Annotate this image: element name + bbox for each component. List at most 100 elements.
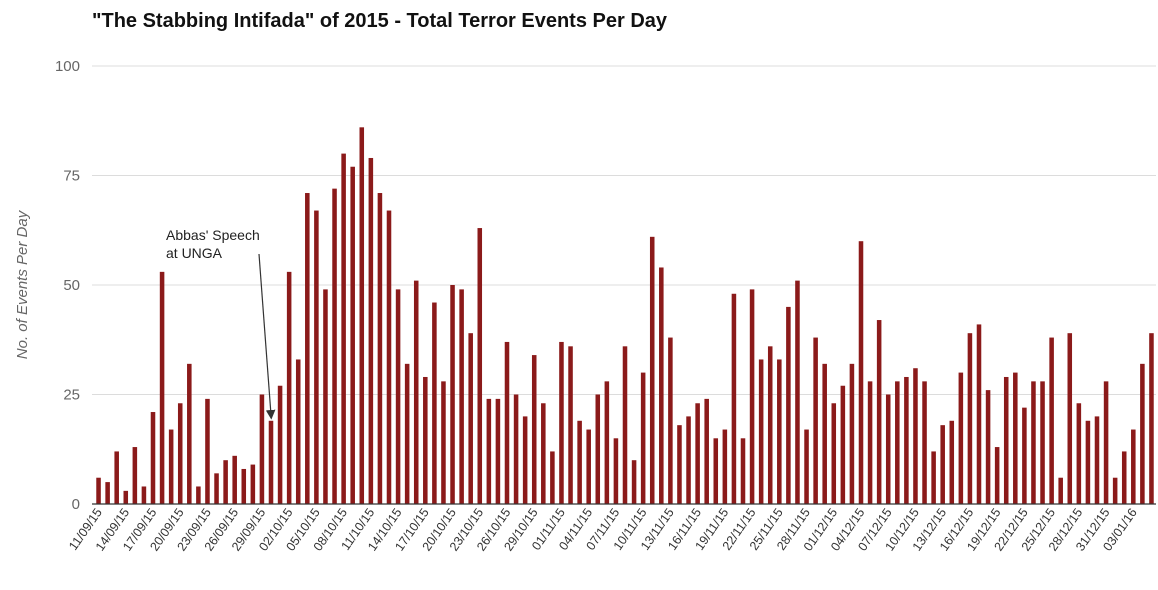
bar bbox=[649, 236, 655, 504]
bar bbox=[468, 333, 473, 504]
bar bbox=[586, 429, 591, 504]
bar bbox=[613, 438, 619, 504]
bar bbox=[459, 289, 464, 504]
chart-title: "The Stabbing Intifada" of 2015 - Total … bbox=[92, 10, 668, 32]
bar bbox=[332, 188, 337, 504]
annotation-text-line-1: Abbas' Speech bbox=[166, 227, 260, 243]
y-tick-label: 100 bbox=[55, 58, 80, 75]
bar bbox=[758, 359, 764, 504]
bar bbox=[1040, 381, 1045, 504]
bar bbox=[196, 486, 201, 504]
bar bbox=[268, 420, 274, 504]
bar bbox=[295, 359, 301, 504]
bar bbox=[595, 394, 601, 504]
bar bbox=[386, 210, 392, 505]
y-tick-label: 50 bbox=[63, 277, 80, 294]
bar bbox=[940, 425, 945, 504]
bar bbox=[922, 381, 927, 504]
bar bbox=[822, 363, 827, 504]
annotation-arrow bbox=[258, 253, 276, 420]
bar bbox=[985, 390, 991, 504]
bar bbox=[177, 403, 183, 504]
bar bbox=[622, 346, 628, 504]
bar bbox=[432, 302, 437, 504]
bar bbox=[1149, 333, 1154, 504]
bar bbox=[994, 447, 1000, 504]
y-axis-label: No. of Events Per Day bbox=[14, 209, 31, 359]
bar bbox=[450, 285, 455, 504]
bar bbox=[876, 320, 882, 504]
bar bbox=[441, 381, 446, 504]
bar bbox=[949, 420, 955, 504]
bar bbox=[686, 416, 691, 504]
bar bbox=[141, 486, 147, 504]
bar bbox=[767, 346, 773, 504]
bar bbox=[277, 385, 283, 504]
bar bbox=[1022, 407, 1027, 504]
bar bbox=[105, 482, 110, 504]
bar bbox=[223, 460, 228, 504]
bar bbox=[885, 394, 891, 504]
bar bbox=[1067, 333, 1073, 504]
bar bbox=[1058, 477, 1063, 504]
bar bbox=[531, 355, 537, 504]
annotation-text-line-2: at UNGA bbox=[166, 245, 223, 261]
bar bbox=[495, 398, 501, 504]
bar bbox=[550, 451, 555, 504]
bar bbox=[486, 398, 492, 504]
bar bbox=[232, 455, 237, 504]
bars bbox=[96, 127, 1154, 505]
bar bbox=[777, 359, 782, 504]
bar bbox=[704, 398, 709, 504]
bar bbox=[895, 381, 900, 504]
bar bbox=[214, 473, 219, 504]
bar bbox=[858, 241, 864, 504]
bar bbox=[395, 289, 401, 504]
bar bbox=[677, 425, 682, 504]
bar bbox=[749, 289, 755, 504]
bar bbox=[168, 429, 174, 504]
bar bbox=[423, 376, 428, 504]
bar bbox=[286, 271, 292, 504]
bar bbox=[559, 341, 564, 504]
bar bbox=[368, 157, 374, 505]
bar bbox=[323, 289, 328, 504]
bar bbox=[804, 429, 809, 504]
bar bbox=[250, 464, 256, 504]
bar bbox=[1112, 477, 1118, 504]
bar bbox=[123, 490, 129, 504]
bar bbox=[1121, 451, 1127, 504]
bar bbox=[477, 228, 483, 504]
bar bbox=[187, 363, 192, 504]
bar bbox=[1049, 337, 1054, 504]
bar bbox=[913, 368, 918, 504]
bar bbox=[640, 372, 646, 504]
bar bbox=[695, 403, 700, 504]
annotation: Abbas' Speech at UNGA bbox=[166, 227, 276, 420]
x-axis-ticks: 11/09/1514/09/1517/09/1520/09/1523/09/15… bbox=[66, 506, 1140, 554]
bar bbox=[867, 381, 873, 504]
bar bbox=[150, 412, 156, 504]
bar bbox=[1076, 403, 1082, 504]
bar bbox=[577, 420, 582, 504]
y-tick-label: 25 bbox=[63, 387, 80, 404]
y-axis-ticks: 0 25 50 75 100 bbox=[55, 58, 80, 513]
bar bbox=[241, 468, 247, 504]
bar bbox=[1131, 429, 1136, 504]
bar bbox=[1103, 381, 1109, 504]
bar bbox=[377, 193, 383, 504]
bar bbox=[731, 293, 737, 504]
bar bbox=[259, 394, 265, 504]
bar bbox=[931, 451, 936, 504]
bar bbox=[350, 166, 355, 505]
bar bbox=[132, 447, 138, 504]
bar bbox=[504, 341, 510, 504]
bar bbox=[541, 403, 546, 504]
bar bbox=[1085, 420, 1091, 504]
bar bbox=[795, 280, 800, 504]
bar bbox=[1013, 372, 1018, 504]
bar bbox=[904, 376, 909, 504]
bar bbox=[958, 372, 964, 504]
bar bbox=[813, 337, 818, 504]
